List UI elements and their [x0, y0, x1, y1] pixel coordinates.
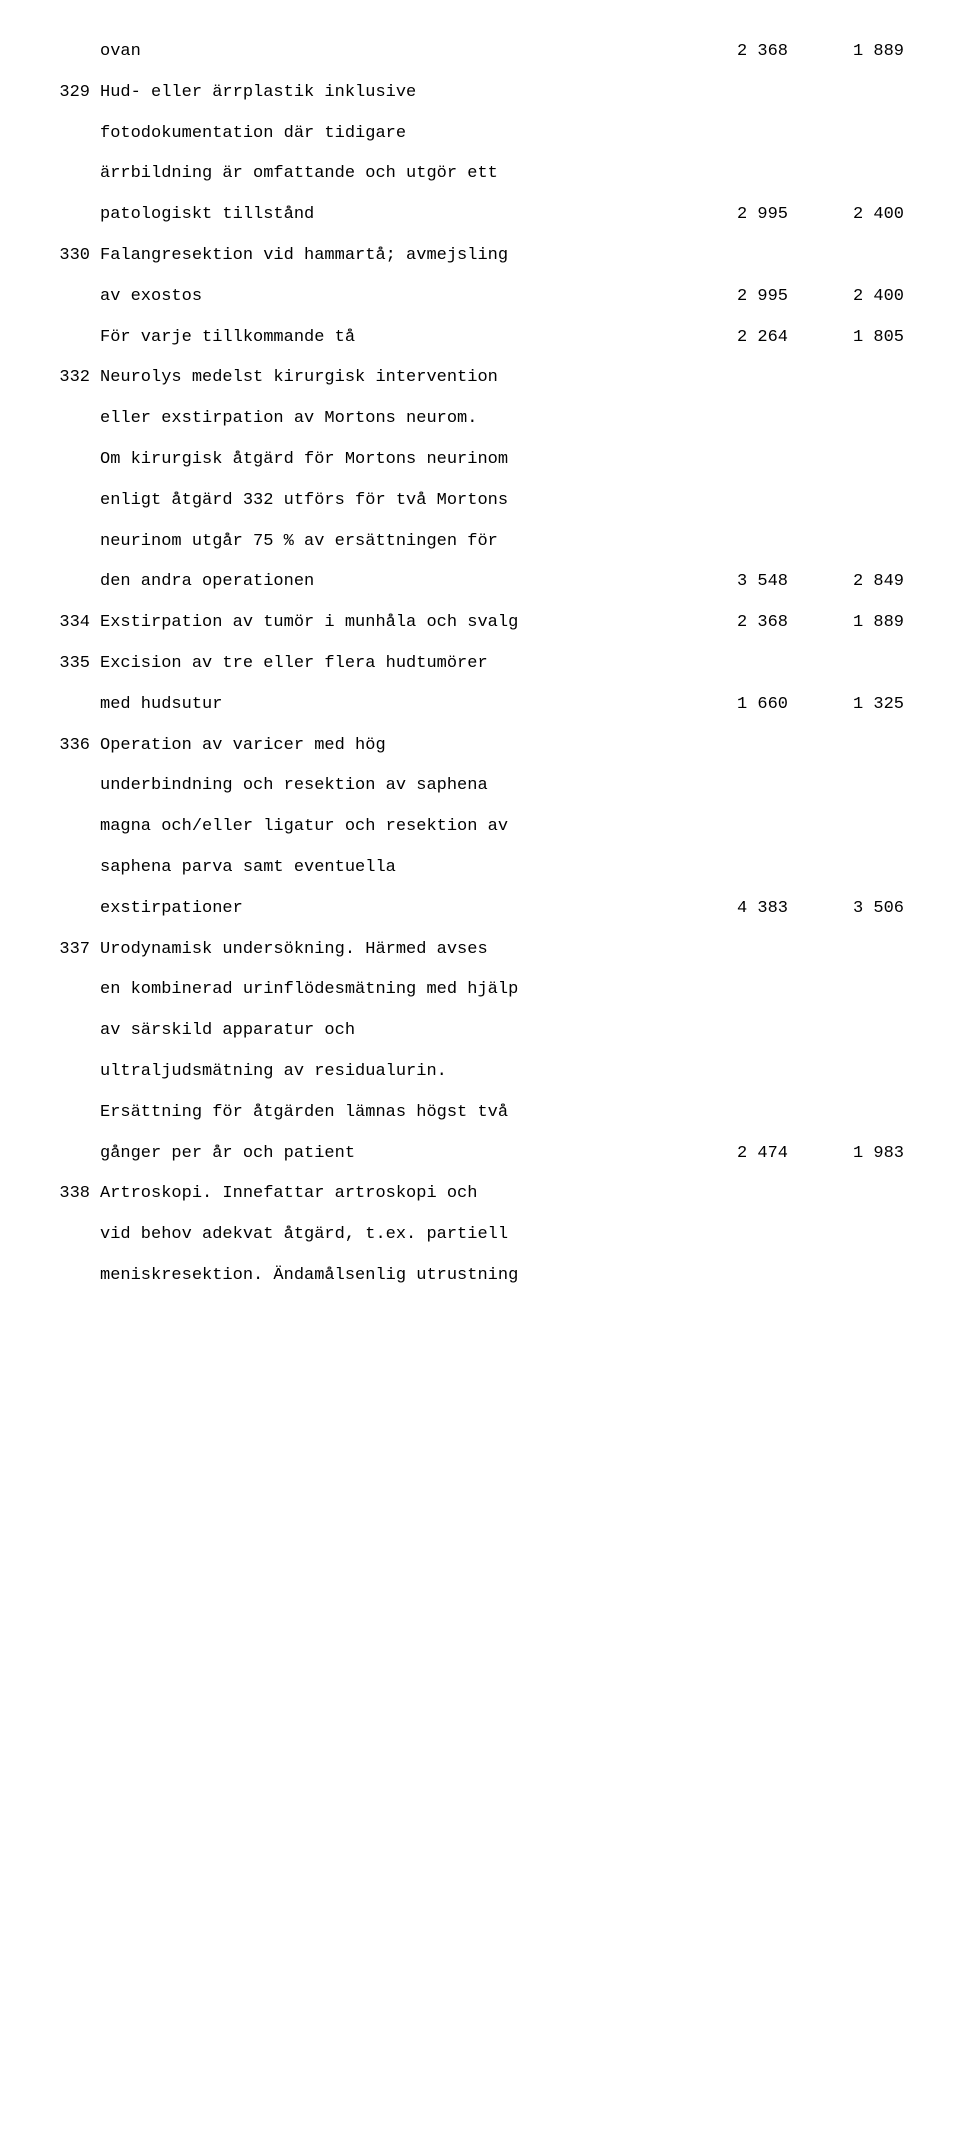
row-code: 334 [56, 603, 100, 644]
row-text: Ersättning för åtgärden lämnas högst två [100, 1093, 724, 1134]
row-amount-1: 2 368 [724, 32, 814, 73]
row-amount-2: 1 325 [814, 685, 904, 726]
row-text: patologiskt tillstånd [100, 195, 724, 236]
row-amount-1: 2 995 [724, 277, 814, 318]
row-amount-2: 1 983 [814, 1134, 904, 1175]
row-text: ultraljudsmätning av residualurin. [100, 1052, 724, 1093]
row-amount-2: 3 506 [814, 889, 904, 930]
text-row: av särskild apparatur och [56, 1011, 904, 1052]
text-row: exstirpationer4 3833 506 [56, 889, 904, 930]
row-text: Excision av tre eller flera hudtumörer [100, 644, 724, 685]
text-row: Ersättning för åtgärden lämnas högst två [56, 1093, 904, 1134]
row-amount-2: 1 889 [814, 603, 904, 644]
text-row: eller exstirpation av Mortons neurom. [56, 399, 904, 440]
text-row: 330Falangresektion vid hammartå; avmejsl… [56, 236, 904, 277]
text-row: 335Excision av tre eller flera hudtumöre… [56, 644, 904, 685]
row-amount-1: 2 474 [724, 1134, 814, 1175]
row-text: den andra operationen [100, 562, 724, 603]
text-row: magna och/eller ligatur och resektion av [56, 807, 904, 848]
text-row: fotodokumentation där tidigare [56, 114, 904, 155]
row-text: Urodynamisk undersökning. Härmed avses [100, 930, 724, 971]
row-amount-2: 2 849 [814, 562, 904, 603]
text-row: ovan2 3681 889 [56, 32, 904, 73]
row-text: underbindning och resektion av saphena [100, 766, 724, 807]
row-text: vid behov adekvat åtgärd, t.ex. partiell [100, 1215, 724, 1256]
text-row: underbindning och resektion av saphena [56, 766, 904, 807]
row-text: Exstirpation av tumör i munhåla och sval… [100, 603, 724, 644]
row-text: exstirpationer [100, 889, 724, 930]
row-text: För varje tillkommande tå [100, 318, 724, 359]
row-text: ovan [100, 32, 724, 73]
row-text: saphena parva samt eventuella [100, 848, 724, 889]
text-row: För varje tillkommande tå2 2641 805 [56, 318, 904, 359]
row-text: av exostos [100, 277, 724, 318]
row-amount-1: 1 660 [724, 685, 814, 726]
text-row: med hudsutur1 6601 325 [56, 685, 904, 726]
text-row: 338Artroskopi. Innefattar artroskopi och [56, 1174, 904, 1215]
row-text: fotodokumentation där tidigare [100, 114, 724, 155]
row-text: en kombinerad urinflödesmätning med hjäl… [100, 970, 724, 1011]
row-text: Neurolys medelst kirurgisk intervention [100, 358, 724, 399]
row-text: Hud- eller ärrplastik inklusive [100, 73, 724, 114]
text-row: patologiskt tillstånd2 9952 400 [56, 195, 904, 236]
row-code: 329 [56, 73, 100, 114]
text-row: saphena parva samt eventuella [56, 848, 904, 889]
row-amount-1: 4 383 [724, 889, 814, 930]
row-text: magna och/eller ligatur och resektion av [100, 807, 724, 848]
text-row: ultraljudsmätning av residualurin. [56, 1052, 904, 1093]
text-row: den andra operationen3 5482 849 [56, 562, 904, 603]
row-text: Falangresektion vid hammartå; avmejsling [100, 236, 724, 277]
row-text: eller exstirpation av Mortons neurom. [100, 399, 724, 440]
row-text: med hudsutur [100, 685, 724, 726]
row-code: 335 [56, 644, 100, 685]
row-amount-1: 2 368 [724, 603, 814, 644]
text-row: av exostos2 9952 400 [56, 277, 904, 318]
text-row: vid behov adekvat åtgärd, t.ex. partiell [56, 1215, 904, 1256]
text-row: meniskresektion. Ändamålsenlig utrustnin… [56, 1256, 904, 1297]
text-row: 332Neurolys medelst kirurgisk interventi… [56, 358, 904, 399]
text-row: 336Operation av varicer med hög [56, 726, 904, 767]
row-amount-1: 3 548 [724, 562, 814, 603]
row-code: 338 [56, 1174, 100, 1215]
row-text: Operation av varicer med hög [100, 726, 724, 767]
row-code: 330 [56, 236, 100, 277]
text-row: enligt åtgärd 332 utförs för två Mortons [56, 481, 904, 522]
text-row: neurinom utgår 75 % av ersättningen för [56, 522, 904, 563]
text-row: en kombinerad urinflödesmätning med hjäl… [56, 970, 904, 1011]
row-text: meniskresektion. Ändamålsenlig utrustnin… [100, 1256, 724, 1297]
row-amount-1: 2 264 [724, 318, 814, 359]
text-row: 329Hud- eller ärrplastik inklusive [56, 73, 904, 114]
row-text: Artroskopi. Innefattar artroskopi och [100, 1174, 724, 1215]
text-row: ärrbildning är omfattande och utgör ett [56, 154, 904, 195]
text-row: Om kirurgisk åtgärd för Mortons neurinom [56, 440, 904, 481]
row-amount-2: 1 889 [814, 32, 904, 73]
text-row: gånger per år och patient2 4741 983 [56, 1134, 904, 1175]
row-text: enligt åtgärd 332 utförs för två Mortons [100, 481, 724, 522]
text-row: 334Exstirpation av tumör i munhåla och s… [56, 603, 904, 644]
row-code: 332 [56, 358, 100, 399]
row-code: 336 [56, 726, 100, 767]
text-row: 337Urodynamisk undersökning. Härmed avse… [56, 930, 904, 971]
row-amount-2: 2 400 [814, 277, 904, 318]
row-amount-2: 1 805 [814, 318, 904, 359]
row-text: neurinom utgår 75 % av ersättningen för [100, 522, 724, 563]
row-amount-1: 2 995 [724, 195, 814, 236]
row-text: Om kirurgisk åtgärd för Mortons neurinom [100, 440, 724, 481]
row-code: 337 [56, 930, 100, 971]
row-amount-2: 2 400 [814, 195, 904, 236]
tariff-text-block: ovan2 3681 889329Hud- eller ärrplastik i… [56, 32, 904, 1297]
row-text: gånger per år och patient [100, 1134, 724, 1175]
row-text: av särskild apparatur och [100, 1011, 724, 1052]
row-text: ärrbildning är omfattande och utgör ett [100, 154, 724, 195]
